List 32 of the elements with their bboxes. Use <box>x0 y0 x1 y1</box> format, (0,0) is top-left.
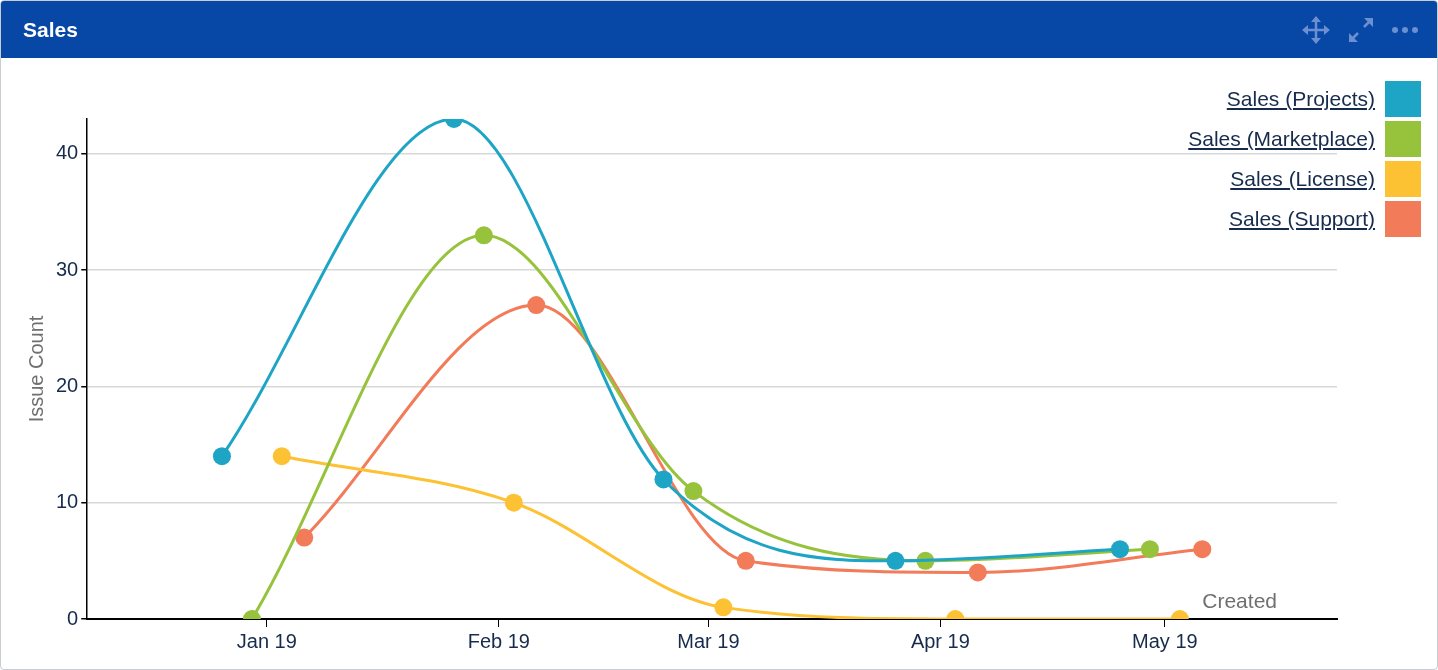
legend-label: Sales (Support) <box>1229 207 1375 231</box>
y-tick-label: 0 <box>67 606 79 629</box>
legend-label: Sales (Projects) <box>1226 87 1375 111</box>
point <box>474 226 493 245</box>
point <box>1193 540 1212 559</box>
x-tick-label: Jan 19 <box>236 629 297 652</box>
legend-label: Sales (Marketplace) <box>1188 127 1375 151</box>
y-tick-label: 30 <box>56 257 79 280</box>
point <box>968 563 987 582</box>
x-axis-title: Created <box>1202 589 1277 613</box>
y-tick-label: 40 <box>56 141 79 164</box>
x-tick-label: Feb 19 <box>467 629 530 652</box>
point <box>714 598 733 617</box>
point <box>684 482 703 501</box>
point <box>886 551 905 570</box>
y-tick-label: 20 <box>56 373 79 396</box>
x-tick-label: Mar 19 <box>677 629 740 652</box>
point <box>212 447 231 466</box>
point <box>1110 540 1129 559</box>
point <box>736 551 755 570</box>
point <box>504 493 523 512</box>
point <box>654 470 673 489</box>
y-axis-title: Issue Count <box>24 315 47 423</box>
point <box>272 447 291 466</box>
point <box>1140 540 1159 559</box>
x-tick-label: May 19 <box>1132 629 1198 652</box>
chart-title: Sales <box>23 18 78 42</box>
legend-label: Sales (License) <box>1230 167 1375 191</box>
point <box>527 296 546 315</box>
y-tick-label: 10 <box>56 490 79 513</box>
x-tick-label: Apr 19 <box>910 629 970 652</box>
point <box>295 528 314 547</box>
